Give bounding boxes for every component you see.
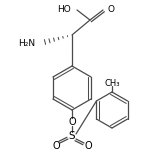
Text: H₂N: H₂N [18,39,35,48]
Text: S: S [69,131,75,141]
Text: HO: HO [57,4,71,13]
Text: O: O [84,141,92,151]
Text: O: O [52,141,60,151]
Text: O: O [108,4,115,13]
Text: CH₃: CH₃ [104,79,120,88]
Text: O: O [68,117,76,127]
